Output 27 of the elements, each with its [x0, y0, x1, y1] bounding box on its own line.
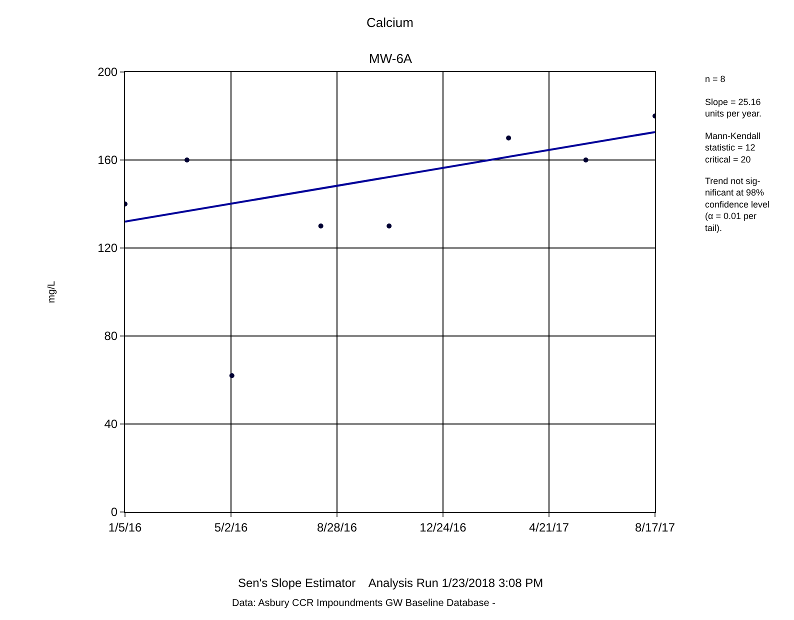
- point: [229, 373, 234, 378]
- point: [318, 224, 324, 228]
- chart-title: Calcium: [366, 15, 414, 30]
- point: [184, 158, 190, 162]
- y-tick-label: 0: [110, 505, 118, 520]
- y-tick-label: 160: [98, 153, 118, 168]
- x-tick-label: 12/24/16: [420, 520, 467, 534]
- text: n = 8: [705, 74, 726, 84]
- point: [386, 224, 392, 228]
- x-tick-label: 4/21/17: [528, 520, 570, 534]
- y-tick-label: 40: [104, 417, 118, 432]
- text: Sen's Slope Estimator Analysis Run 1/23/2018 3:08 PM: [238, 576, 544, 590]
- x-tick-label: 8/17/17: [634, 520, 676, 534]
- text: Mann-Kendall statistic = 12 critical = 20: [705, 131, 761, 164]
- y-tick-label: 120: [98, 241, 118, 256]
- text: Data: Asbury CCR Impoundments GW Baseline Database -: [232, 598, 496, 609]
- point: [506, 136, 512, 140]
- x-tick-label: 1/5/16: [108, 520, 142, 534]
- text: Trend not sig- nificant at 98% confidence level (α = 0.01 per tail).: [705, 176, 770, 233]
- point: [583, 158, 588, 162]
- y-axis-title: mg/L: [46, 280, 58, 304]
- y-tick-label: 80: [104, 329, 118, 344]
- chart-subtitle: MW-6A: [369, 51, 412, 66]
- x-tick-label: 5/2/16: [214, 520, 248, 534]
- x-tick-label: 8/28/16: [316, 520, 358, 534]
- text: Slope = 25.16 units per year.: [705, 97, 762, 119]
- y-tick-label: 200: [98, 65, 118, 80]
